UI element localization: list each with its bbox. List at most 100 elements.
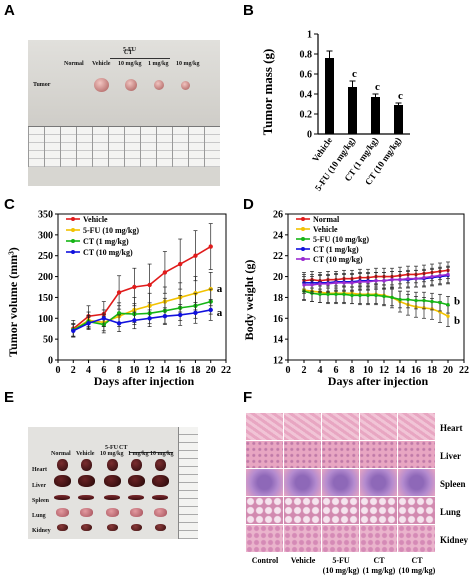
bar bbox=[371, 97, 380, 134]
he-cell bbox=[284, 413, 321, 440]
data-point bbox=[101, 316, 107, 321]
x-tick-label: 0 bbox=[286, 365, 291, 376]
he-cell bbox=[360, 497, 397, 524]
heart-specimen bbox=[80, 459, 92, 471]
liver-specimen bbox=[127, 475, 145, 487]
y-tick-label: 0 bbox=[48, 356, 53, 367]
legend-marker bbox=[301, 237, 305, 241]
legend-label: CT (10 mg/kg) bbox=[313, 255, 363, 264]
photo-a-col-vehicle: Vehicle bbox=[92, 61, 111, 67]
data-point bbox=[430, 274, 434, 279]
chart-c: Tumor volume (mm³) Days after injection … bbox=[6, 210, 231, 389]
ruler bbox=[28, 126, 220, 167]
heart-specimen bbox=[130, 459, 142, 471]
series-line bbox=[72, 245, 212, 330]
legend-marker bbox=[301, 257, 305, 261]
x-tick-label: 8 bbox=[117, 365, 122, 376]
heart-specimen bbox=[56, 459, 68, 471]
spleen-specimen bbox=[54, 494, 70, 500]
data-point bbox=[438, 300, 442, 305]
he-cell bbox=[398, 413, 435, 440]
data-point bbox=[132, 318, 137, 323]
x-tick-label: 20 bbox=[206, 365, 216, 376]
he-cell bbox=[360, 441, 397, 468]
he-col-label-line2: (10 mg/kg) bbox=[398, 566, 436, 575]
y-tick-label: 20 bbox=[273, 272, 283, 283]
he-cell bbox=[284, 497, 321, 524]
photo-a-col-ct10: 10 mg/kg bbox=[176, 61, 200, 67]
he-cell bbox=[284, 525, 321, 552]
photo-a-ct-rule bbox=[110, 58, 170, 59]
he-cell bbox=[246, 413, 283, 440]
y-tick-label: 100 bbox=[38, 314, 53, 325]
spleen-specimen bbox=[78, 494, 94, 500]
he-cell bbox=[360, 525, 397, 552]
tumor-photo: CT Normal Vehicle 5-FU 10 mg/kg 1 mg/kg … bbox=[28, 40, 220, 186]
x-tick-label: 6 bbox=[101, 365, 106, 376]
y-tick-label: 22 bbox=[273, 251, 283, 262]
y-tick-label: 14 bbox=[273, 335, 283, 346]
he-row-heart: Heart bbox=[440, 423, 463, 433]
y-tick-label: 0.8 bbox=[300, 50, 313, 61]
data-point bbox=[406, 276, 410, 281]
he-col-label-line2: (10 mg/kg) bbox=[322, 566, 360, 575]
liver-specimen bbox=[151, 475, 169, 487]
data-point bbox=[310, 283, 314, 287]
legend-label: CT (1 mg/kg) bbox=[83, 237, 129, 246]
photo-a-ct-header: CT bbox=[124, 50, 133, 56]
series-line bbox=[72, 309, 211, 332]
bar bbox=[348, 87, 357, 134]
legend-label: CT (1 mg/kg) bbox=[313, 245, 359, 254]
data-point bbox=[406, 297, 410, 302]
he-col-label: CT (10 mg/kg) bbox=[395, 556, 439, 576]
y-tick-label: 1 bbox=[307, 30, 312, 41]
he-col-label: Vehicle bbox=[281, 556, 325, 566]
he-col-label: CT (1 mg/kg) bbox=[357, 556, 401, 576]
x-tick-label: 2 bbox=[302, 365, 307, 376]
data-point bbox=[193, 253, 198, 258]
data-point bbox=[334, 292, 338, 296]
data-point bbox=[147, 282, 152, 288]
he-col-label-line1: 5-FU bbox=[332, 556, 350, 565]
x-tick-label: 2 bbox=[71, 365, 76, 376]
kidney-specimen bbox=[106, 523, 118, 531]
lung-specimen bbox=[79, 507, 93, 517]
chart-b-ylabel: Tumor mass (g) bbox=[260, 49, 275, 136]
kidney-specimen bbox=[80, 523, 92, 531]
photo-a-5fu-dose: 10 mg/kg bbox=[118, 61, 142, 67]
chart-d-xlabel: Days after injection bbox=[328, 374, 429, 388]
x-tick-label: 22 bbox=[221, 365, 231, 376]
y-tick-label: 350 bbox=[38, 210, 53, 221]
legend-marker bbox=[301, 247, 305, 251]
chart-d-ylabel: Body weight (g) bbox=[242, 260, 256, 341]
bar bbox=[394, 105, 403, 134]
data-point bbox=[446, 314, 450, 318]
data-point bbox=[358, 280, 362, 284]
y-tick-label: 0.2 bbox=[300, 110, 313, 121]
photo-e-row-heart: Heart bbox=[32, 467, 47, 473]
tumor-vehicle bbox=[94, 78, 109, 92]
data-point bbox=[318, 292, 322, 296]
chart-c-ylabel: Tumor volume (mm³) bbox=[6, 247, 20, 357]
legend-label: Vehicle bbox=[83, 215, 108, 224]
data-point bbox=[390, 295, 394, 300]
organ-photo-ruler bbox=[178, 427, 198, 539]
bar-annotation: c bbox=[375, 81, 380, 93]
bar bbox=[325, 58, 334, 134]
data-point bbox=[318, 282, 322, 286]
x-tick-label: 16 bbox=[175, 365, 185, 376]
he-row-spleen: Spleen bbox=[440, 479, 466, 489]
y-tick-label: 18 bbox=[273, 293, 283, 304]
panel-label-f: F bbox=[243, 389, 253, 406]
data-point bbox=[398, 297, 402, 302]
he-cell bbox=[322, 497, 359, 524]
photo-a-row-tumor: Tumor bbox=[33, 82, 51, 88]
panel-label-a: A bbox=[4, 2, 15, 19]
panel-label-d: D bbox=[243, 196, 254, 213]
he-col-label: 5-FU (10 mg/kg) bbox=[319, 556, 363, 576]
he-row-liver: Liver bbox=[440, 451, 461, 461]
legend-label: 5-FU (10 mg/kg) bbox=[313, 235, 369, 244]
photo-e-row-spleen: Spleen bbox=[32, 498, 50, 504]
data-point bbox=[326, 282, 330, 286]
